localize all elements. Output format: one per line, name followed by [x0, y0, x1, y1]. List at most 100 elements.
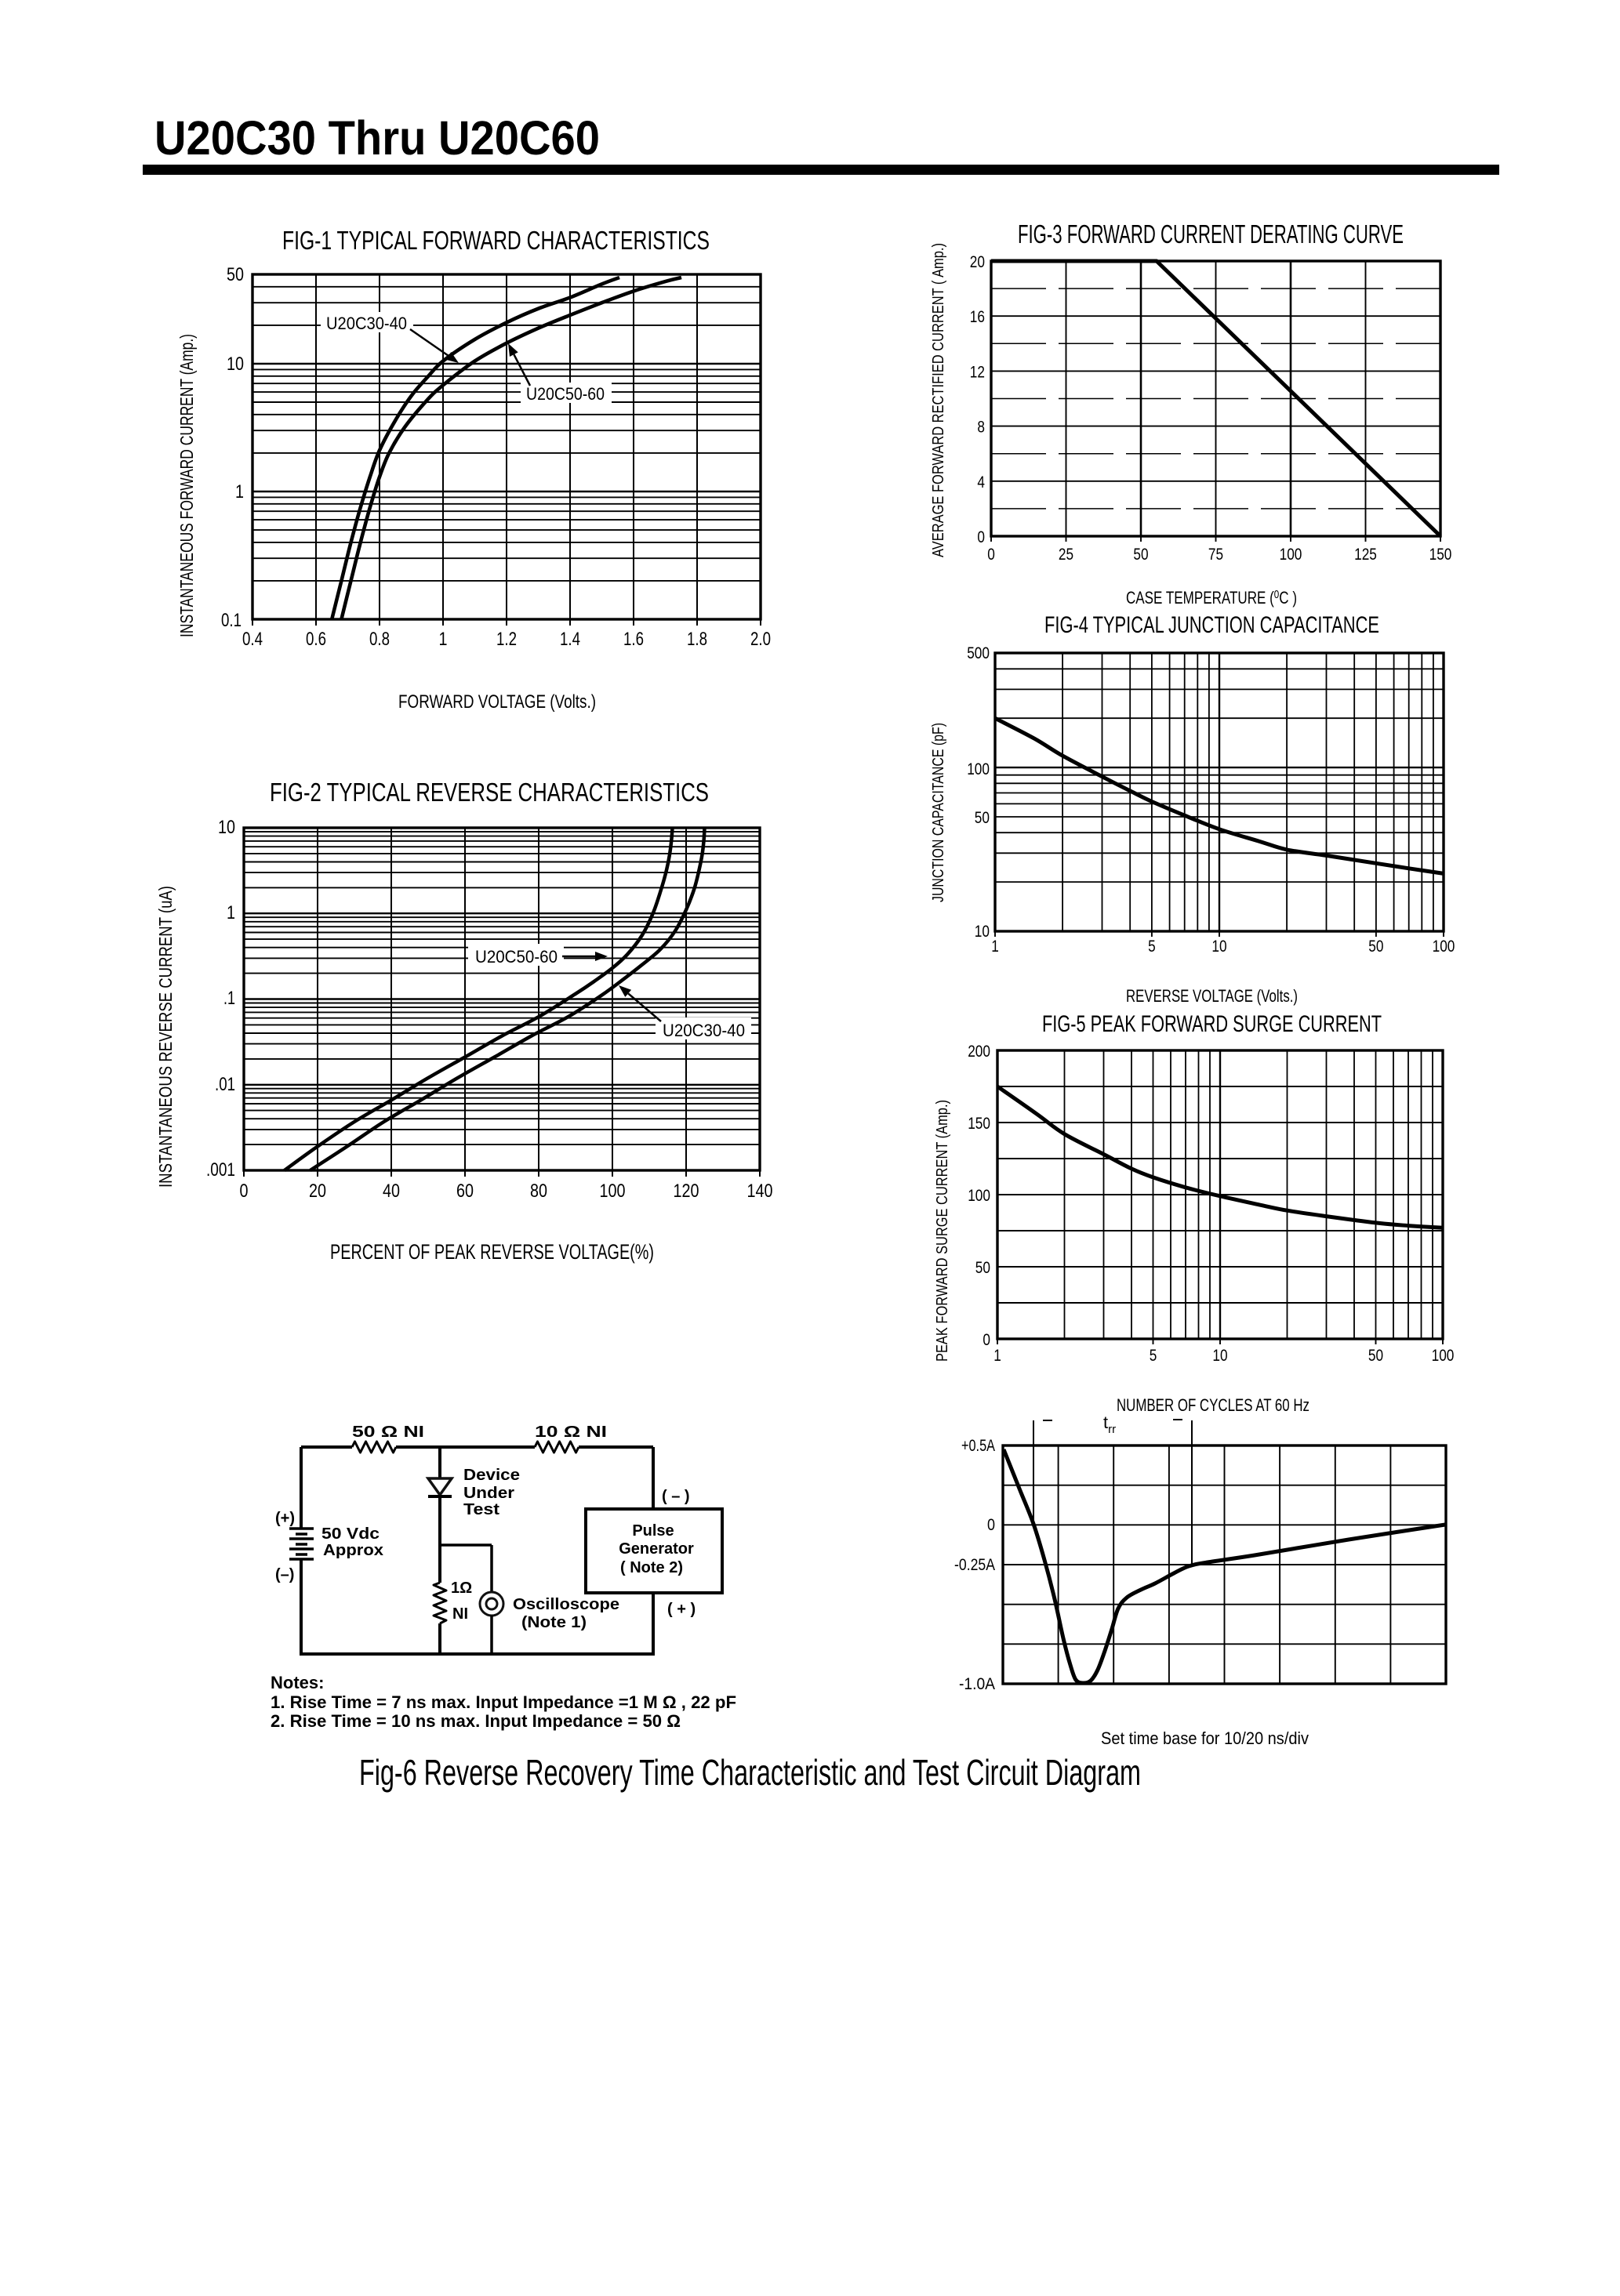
svg-text:10: 10 [1211, 938, 1226, 956]
svg-text:1Ω: 1Ω [451, 1580, 472, 1597]
svg-text:FIG-2 TYPICAL REVERSE CHARACTE: FIG-2 TYPICAL REVERSE CHARACTERISTICS [270, 778, 709, 807]
svg-text:100: 100 [967, 760, 990, 778]
svg-text:50 Ω NI: 50 Ω NI [352, 1424, 424, 1441]
svg-text:50: 50 [227, 264, 244, 285]
svg-text:50: 50 [1133, 546, 1148, 564]
svg-text:AVERAGE FORWARD RECTIFIED CURR: AVERAGE FORWARD RECTIFIED CURRENT ( Amp.… [930, 243, 947, 557]
svg-text:80: 80 [530, 1181, 547, 1202]
svg-text:100: 100 [1433, 938, 1455, 956]
svg-text:8: 8 [977, 419, 985, 437]
svg-text:75: 75 [1208, 546, 1223, 564]
svg-text:1: 1 [235, 481, 244, 502]
svg-text:2.0: 2.0 [750, 629, 771, 650]
svg-text:Notes:: Notes: [271, 1673, 324, 1692]
svg-text:REVERSE VOLTAGE (Volts.): REVERSE VOLTAGE (Volts.) [1126, 986, 1298, 1006]
svg-text:(+): (+) [275, 1510, 295, 1527]
svg-text:Device: Device [463, 1467, 520, 1484]
svg-text:50: 50 [975, 1259, 990, 1277]
svg-text:U20C50-60: U20C50-60 [475, 947, 558, 967]
svg-text:100: 100 [1432, 1347, 1455, 1365]
svg-text:50: 50 [975, 809, 990, 827]
svg-text:150: 150 [1429, 546, 1452, 564]
svg-text:0: 0 [977, 528, 985, 546]
svg-text:(–): (–) [275, 1566, 294, 1583]
svg-text:500: 500 [967, 644, 990, 662]
svg-text:200: 200 [968, 1043, 990, 1061]
svg-text:50: 50 [1368, 938, 1383, 956]
svg-text:U20C50-60: U20C50-60 [526, 384, 605, 404]
svg-text:INSTANTANEOUS FORWARD CURRENT: INSTANTANEOUS FORWARD CURRENT (Amp.) [176, 334, 197, 637]
svg-text:10: 10 [975, 923, 990, 941]
svg-text:Pulse: Pulse [632, 1522, 674, 1540]
svg-text:U20C30-40: U20C30-40 [326, 314, 407, 333]
svg-text:FIG-4 TYPICAL JUNCTION CAPACIT: FIG-4 TYPICAL JUNCTION CAPACITANCE [1044, 612, 1379, 638]
svg-text:16: 16 [970, 308, 985, 326]
svg-text:( + ): ( + ) [667, 1601, 696, 1618]
svg-text:1: 1 [227, 902, 235, 923]
svg-text:100: 100 [1280, 546, 1302, 564]
svg-text:JUNCTION CAPACITANCE (pF): JUNCTION CAPACITANCE (pF) [930, 723, 947, 902]
svg-text:(Note 1): (Note 1) [521, 1614, 587, 1631]
svg-text:0.6: 0.6 [306, 629, 326, 650]
svg-text:150: 150 [968, 1115, 990, 1133]
svg-text:50 Vdc: 50 Vdc [321, 1525, 380, 1543]
svg-text:60: 60 [456, 1181, 474, 1202]
svg-text:20: 20 [309, 1181, 326, 1202]
svg-text:Approx: Approx [323, 1542, 383, 1559]
svg-text:Generator: Generator [619, 1540, 694, 1558]
svg-text:CASE TEMPERATURE (0C ): CASE TEMPERATURE (0C ) [1126, 588, 1297, 608]
svg-text:0: 0 [983, 1331, 990, 1349]
svg-text:U20C30 Thru U20C60: U20C30 Thru U20C60 [154, 111, 600, 165]
svg-text:Test: Test [463, 1501, 499, 1518]
svg-text:120: 120 [674, 1181, 699, 1202]
svg-text:+0.5A: +0.5A [961, 1437, 995, 1455]
svg-text:NUMBER OF CYCLES AT 60 Hz: NUMBER OF CYCLES AT 60 Hz [1117, 1395, 1309, 1415]
svg-text:trr: trr [1103, 1413, 1116, 1436]
svg-text:125: 125 [1354, 546, 1377, 564]
svg-text:100: 100 [600, 1181, 626, 1202]
svg-text:1. Rise Time = 7 ns max. Input: 1. Rise Time = 7 ns max. Input Impedance… [271, 1692, 736, 1712]
svg-text:0: 0 [987, 546, 995, 564]
svg-text:INSTANTANEOUS REVERSE CURRENT: INSTANTANEOUS REVERSE CURRENT (uA) [155, 886, 176, 1188]
svg-text:-1.0A: -1.0A [959, 1675, 995, 1693]
svg-text:140: 140 [747, 1181, 773, 1202]
svg-text:0: 0 [240, 1181, 249, 1202]
svg-text:20: 20 [970, 253, 985, 271]
svg-text:1: 1 [991, 938, 999, 956]
svg-text:1.8: 1.8 [687, 629, 707, 650]
svg-text:12: 12 [970, 363, 985, 381]
svg-text:1.6: 1.6 [623, 629, 644, 650]
svg-text:10 Ω NI: 10 Ω NI [535, 1424, 607, 1441]
svg-text:.001: .001 [206, 1159, 235, 1181]
svg-text:10: 10 [227, 354, 244, 375]
svg-text:10: 10 [1212, 1347, 1227, 1365]
svg-text:4: 4 [977, 473, 985, 491]
svg-text:FIG-1 TYPICAL FORWARD CHARACTE: FIG-1 TYPICAL FORWARD CHARACTERISTICS [282, 226, 710, 255]
svg-text:0: 0 [987, 1516, 995, 1534]
svg-text:5: 5 [1150, 1347, 1157, 1365]
svg-text:2. Rise Time = 10 ns max. Inpu: 2. Rise Time = 10 ns max. Input Impedanc… [271, 1711, 681, 1731]
svg-text:Oscilloscope: Oscilloscope [513, 1596, 619, 1613]
svg-text:Fig-6 Reverse Recovery Time Ch: Fig-6 Reverse Recovery Time Characterist… [359, 1752, 1141, 1793]
svg-text:PERCENT OF PEAK REVERSE VOLTAG: PERCENT OF PEAK REVERSE VOLTAGE(%) [330, 1240, 654, 1264]
svg-text:FIG-3 FORWARD CURRENT DERATING: FIG-3 FORWARD CURRENT DERATING CURVE [1018, 219, 1404, 248]
svg-text:100: 100 [968, 1187, 990, 1205]
svg-text:NI: NI [452, 1605, 468, 1623]
svg-text:Set time base for 10/20 ns/di: Set time base for 10/20 ns/div [1101, 1728, 1309, 1748]
svg-text:U20C30-40: U20C30-40 [663, 1021, 745, 1040]
svg-text:.01: .01 [215, 1074, 235, 1095]
svg-text:1: 1 [993, 1347, 1001, 1365]
svg-text:50: 50 [1368, 1347, 1383, 1365]
svg-text:1.4: 1.4 [560, 629, 580, 650]
svg-text:FIG-5 PEAK FORWARD SURGE CURRE: FIG-5 PEAK FORWARD SURGE CURRENT [1042, 1011, 1382, 1037]
svg-text:( – ): ( – ) [662, 1488, 690, 1505]
svg-text:25: 25 [1059, 546, 1073, 564]
svg-text:PEAK FORWARD SURGE CURRENT (Am: PEAK FORWARD SURGE CURRENT (Amp.) [934, 1100, 951, 1362]
svg-text:Under: Under [463, 1485, 514, 1502]
svg-text:( Note 2): ( Note 2) [620, 1559, 683, 1576]
svg-text:.1: .1 [223, 988, 235, 1009]
svg-text:0.8: 0.8 [369, 629, 390, 650]
svg-text:1.2: 1.2 [496, 629, 517, 650]
svg-text:10: 10 [218, 817, 235, 838]
svg-text:40: 40 [383, 1181, 400, 1202]
